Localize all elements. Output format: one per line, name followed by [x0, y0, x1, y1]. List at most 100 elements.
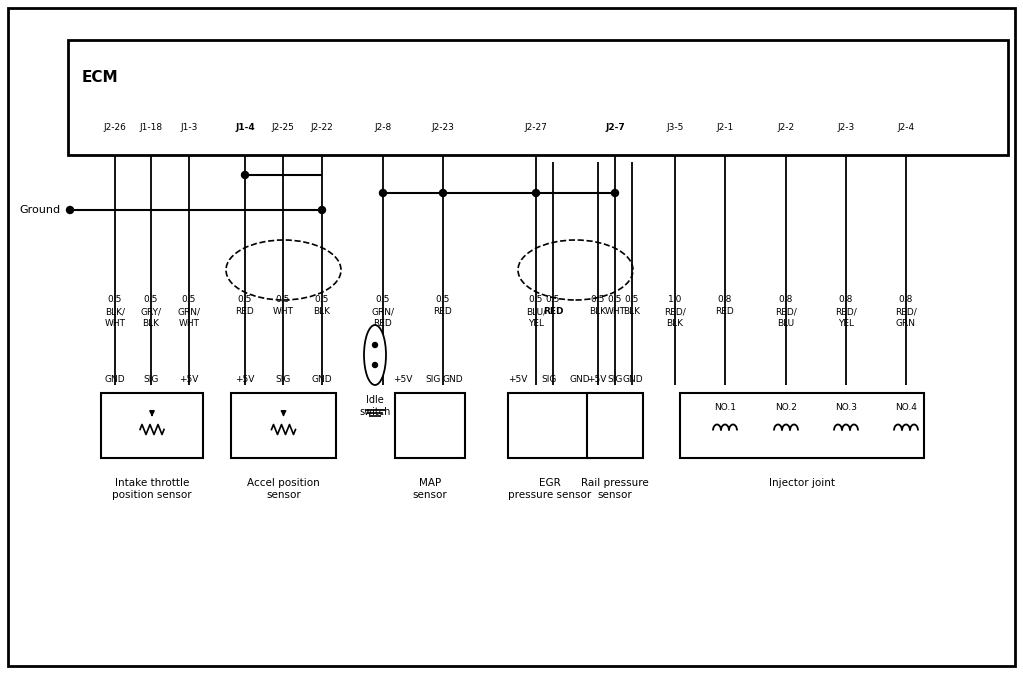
Text: 0.5: 0.5	[375, 295, 390, 305]
Text: J2-26: J2-26	[103, 123, 127, 131]
Circle shape	[372, 342, 377, 348]
Text: 0.5: 0.5	[436, 295, 450, 305]
Text: 0.5: 0.5	[107, 295, 122, 305]
Text: RED: RED	[235, 307, 255, 317]
Text: J2-4: J2-4	[897, 123, 915, 131]
Text: 0.5: 0.5	[608, 295, 622, 305]
Text: BLK: BLK	[142, 319, 160, 328]
Ellipse shape	[364, 325, 386, 385]
Text: GRN/: GRN/	[371, 307, 395, 317]
Text: YEL: YEL	[528, 319, 544, 328]
Bar	[68, 40, 1008, 155]
Text: SIG: SIG	[608, 375, 623, 384]
Text: +5V: +5V	[179, 375, 198, 384]
Text: Injector joint: Injector joint	[769, 478, 835, 488]
Text: ECM: ECM	[82, 71, 119, 86]
Circle shape	[380, 189, 387, 197]
Text: J2-27: J2-27	[525, 123, 547, 131]
Text: SIG: SIG	[275, 375, 291, 384]
Text: +5V: +5V	[235, 375, 255, 384]
Text: EGR
pressure sensor: EGR pressure sensor	[507, 478, 591, 499]
Text: Idle
switch: Idle switch	[359, 395, 391, 417]
Text: +5V: +5V	[508, 375, 528, 384]
Text: RED: RED	[434, 307, 452, 317]
Text: GND: GND	[312, 375, 332, 384]
Text: GRY/: GRY/	[140, 307, 162, 317]
Text: 0.5: 0.5	[529, 295, 543, 305]
Text: 0.5: 0.5	[237, 295, 253, 305]
Text: +5V: +5V	[587, 375, 607, 384]
Text: RED/: RED/	[895, 307, 917, 317]
Text: BLU/: BLU/	[526, 307, 546, 317]
Text: WHT: WHT	[178, 319, 199, 328]
Circle shape	[318, 206, 325, 214]
Text: NO.4: NO.4	[895, 402, 917, 412]
Text: NO.3: NO.3	[835, 402, 857, 412]
Circle shape	[241, 171, 249, 179]
Text: 0.5: 0.5	[591, 295, 606, 305]
Text: J3-5: J3-5	[666, 123, 683, 131]
Text: BLK: BLK	[589, 307, 607, 317]
Text: J2-7: J2-7	[606, 123, 625, 131]
Text: 0.5: 0.5	[182, 295, 196, 305]
Text: WHT: WHT	[104, 319, 126, 328]
Text: J2-22: J2-22	[311, 123, 333, 131]
Text: GND: GND	[570, 375, 590, 384]
Text: RED: RED	[543, 307, 564, 317]
Text: BLK: BLK	[623, 307, 640, 317]
Text: J2-2: J2-2	[777, 123, 795, 131]
Bar	[508, 393, 591, 458]
Text: J1-4: J1-4	[235, 123, 255, 131]
Text: J2-3: J2-3	[838, 123, 854, 131]
Text: 1.0: 1.0	[668, 295, 682, 305]
Circle shape	[440, 189, 446, 197]
Text: SIG: SIG	[426, 375, 441, 384]
Text: J2-8: J2-8	[374, 123, 392, 131]
Text: J1-3: J1-3	[180, 123, 197, 131]
Text: GND: GND	[623, 375, 643, 384]
Text: 0.5: 0.5	[315, 295, 329, 305]
Text: Accel position
sensor: Accel position sensor	[248, 478, 320, 499]
Text: 0.8: 0.8	[779, 295, 793, 305]
Text: GND: GND	[104, 375, 125, 384]
Text: 0.8: 0.8	[839, 295, 853, 305]
Text: BLK/: BLK/	[105, 307, 125, 317]
Text: J2-1: J2-1	[716, 123, 733, 131]
Text: GRN: GRN	[896, 319, 916, 328]
Text: NO.1: NO.1	[714, 402, 736, 412]
Text: Rail pressure
sensor: Rail pressure sensor	[581, 478, 649, 499]
Text: BLK: BLK	[667, 319, 683, 328]
Bar	[395, 393, 465, 458]
Bar	[231, 393, 336, 458]
Text: RED: RED	[716, 307, 735, 317]
Text: J1-18: J1-18	[139, 123, 163, 131]
Text: GND: GND	[443, 375, 463, 384]
Text: SIG: SIG	[541, 375, 557, 384]
Text: RED: RED	[373, 319, 393, 328]
Circle shape	[66, 206, 74, 214]
Text: +5V: +5V	[393, 375, 412, 384]
Text: BLK: BLK	[313, 307, 330, 317]
Text: 0.5: 0.5	[144, 295, 159, 305]
Text: 0.8: 0.8	[718, 295, 732, 305]
Text: WHT: WHT	[272, 307, 294, 317]
Text: YEL: YEL	[838, 319, 854, 328]
Text: 0.8: 0.8	[899, 295, 914, 305]
Text: SIG: SIG	[143, 375, 159, 384]
Text: BLU: BLU	[777, 319, 795, 328]
Text: J2-23: J2-23	[432, 123, 454, 131]
Text: Intake throttle
position sensor: Intake throttle position sensor	[113, 478, 192, 499]
Text: RED/: RED/	[664, 307, 685, 317]
Text: WHT: WHT	[605, 307, 625, 317]
Text: RED/: RED/	[835, 307, 857, 317]
Text: 0.5: 0.5	[625, 295, 639, 305]
Circle shape	[372, 363, 377, 367]
Bar	[587, 393, 643, 458]
Text: GRN/: GRN/	[178, 307, 201, 317]
Text: 0.5: 0.5	[276, 295, 291, 305]
Bar	[101, 393, 203, 458]
Text: Ground: Ground	[18, 205, 60, 215]
Circle shape	[533, 189, 539, 197]
Text: 0.5: 0.5	[546, 295, 561, 305]
Text: RED/: RED/	[775, 307, 797, 317]
